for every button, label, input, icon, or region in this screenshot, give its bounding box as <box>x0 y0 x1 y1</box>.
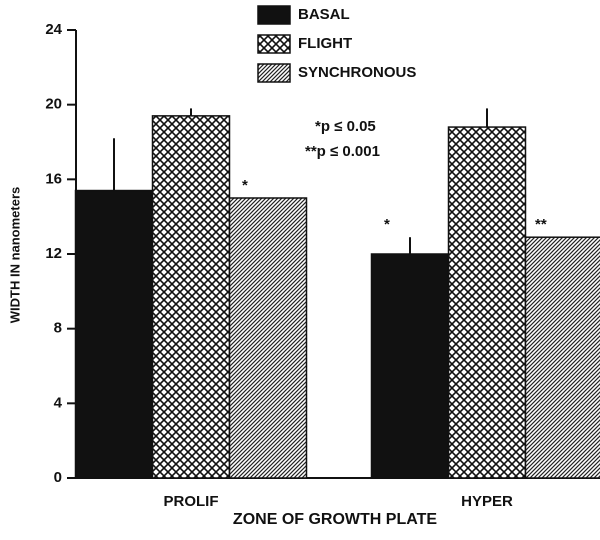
significance: * <box>384 216 390 233</box>
legend-label: SYNCHRONOUS <box>298 64 416 81</box>
bar <box>228 197 308 479</box>
legend-label: BASAL <box>298 6 350 23</box>
y-tick-label: 4 <box>54 394 63 411</box>
bar <box>74 189 154 479</box>
y-tick-label: 20 <box>45 96 62 113</box>
y-tick-label: 16 <box>45 170 62 187</box>
y-tick-label: 0 <box>54 469 62 486</box>
legend-swatch <box>257 63 291 83</box>
bar <box>447 126 527 479</box>
y-tick-label: 24 <box>45 21 62 38</box>
y-axis-label: WIDTH IN nanometers <box>7 187 22 324</box>
bar <box>524 236 600 479</box>
x-tick-label: HYPER <box>461 493 513 510</box>
legend-label: FLIGHT <box>298 35 352 52</box>
legend-swatch <box>257 34 291 54</box>
bar <box>151 115 231 479</box>
x-tick-label: PROLIF <box>164 493 219 510</box>
significance: ** <box>535 216 547 233</box>
x-axis-label: ZONE OF GROWTH PLATE <box>233 511 437 528</box>
y-tick-label: 8 <box>54 320 62 337</box>
note: *p ≤ 0.05 <box>315 118 376 135</box>
bar <box>370 253 450 479</box>
legend-swatch <box>257 5 291 25</box>
y-tick-label: 12 <box>45 245 62 262</box>
note: **p ≤ 0.001 <box>305 143 380 160</box>
significance: * <box>242 177 248 194</box>
